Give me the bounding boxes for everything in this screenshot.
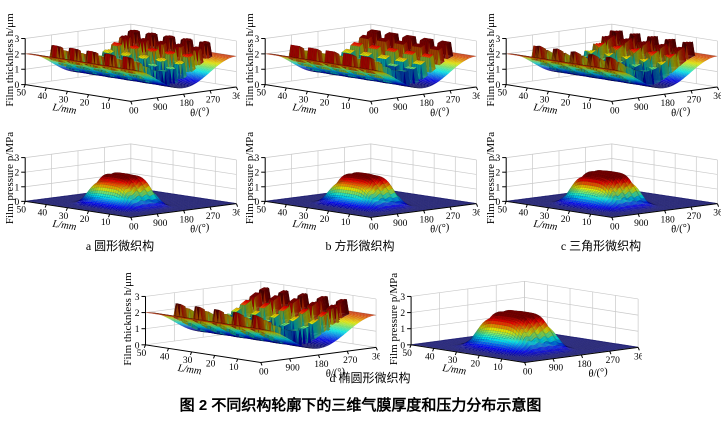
surface-plot-a-film-thickness: Film thicknless h/μm: [0, 0, 240, 120]
surface-canvas: [118, 256, 380, 382]
z-axis-label: Film pressure p/MPa: [4, 131, 16, 225]
surface-plot-c-film-pressure: Film pressure p/MPa: [481, 121, 721, 235]
surface-canvas: [481, 121, 721, 235]
surface-canvas: [384, 256, 642, 382]
z-axis-label: Film thicknless h/μm: [244, 13, 256, 107]
surface-plot-c-film-thickness: Film thicknless h/μm: [481, 0, 721, 120]
z-axis-label: Film pressure p/MPa: [388, 272, 400, 366]
surface-plot-d-film-pressure: Film pressure p/MPa: [384, 256, 642, 382]
subcaption-c: c 三角形微织构: [560, 239, 642, 253]
surface-plot-b-film-pressure: Film pressure p/MPa: [240, 121, 480, 235]
surface-canvas: [0, 0, 240, 120]
surface-canvas: [240, 121, 480, 235]
surface-canvas: [481, 0, 721, 120]
surface-canvas: [0, 121, 240, 235]
z-axis-label: Film thicknless h/μm: [4, 13, 16, 107]
z-axis-label: Film pressure p/MPa: [485, 131, 497, 225]
z-axis-label: Film thicknless h/μm: [122, 272, 134, 366]
z-axis-label: Film pressure p/MPa: [244, 131, 256, 225]
z-axis-label: Film thicknless h/μm: [485, 13, 497, 107]
figure-caption: 图 2 不同织构轮廓下的三维气膜厚度和压力分布示意图: [179, 397, 542, 414]
surface-plot-b-film-thickness: Film thicknless h/μm: [240, 0, 480, 120]
surface-canvas: [240, 0, 480, 120]
subcaption-d: d 椭圆形微织构: [329, 371, 411, 385]
surface-plot-d-film-thickness: Film thicknless h/μm: [118, 256, 380, 382]
subcaption-a: a 圆形微织构: [85, 239, 155, 253]
surface-plot-a-film-pressure: Film pressure p/MPa: [0, 121, 240, 235]
subcaption-b: b 方形微织构: [325, 239, 395, 253]
